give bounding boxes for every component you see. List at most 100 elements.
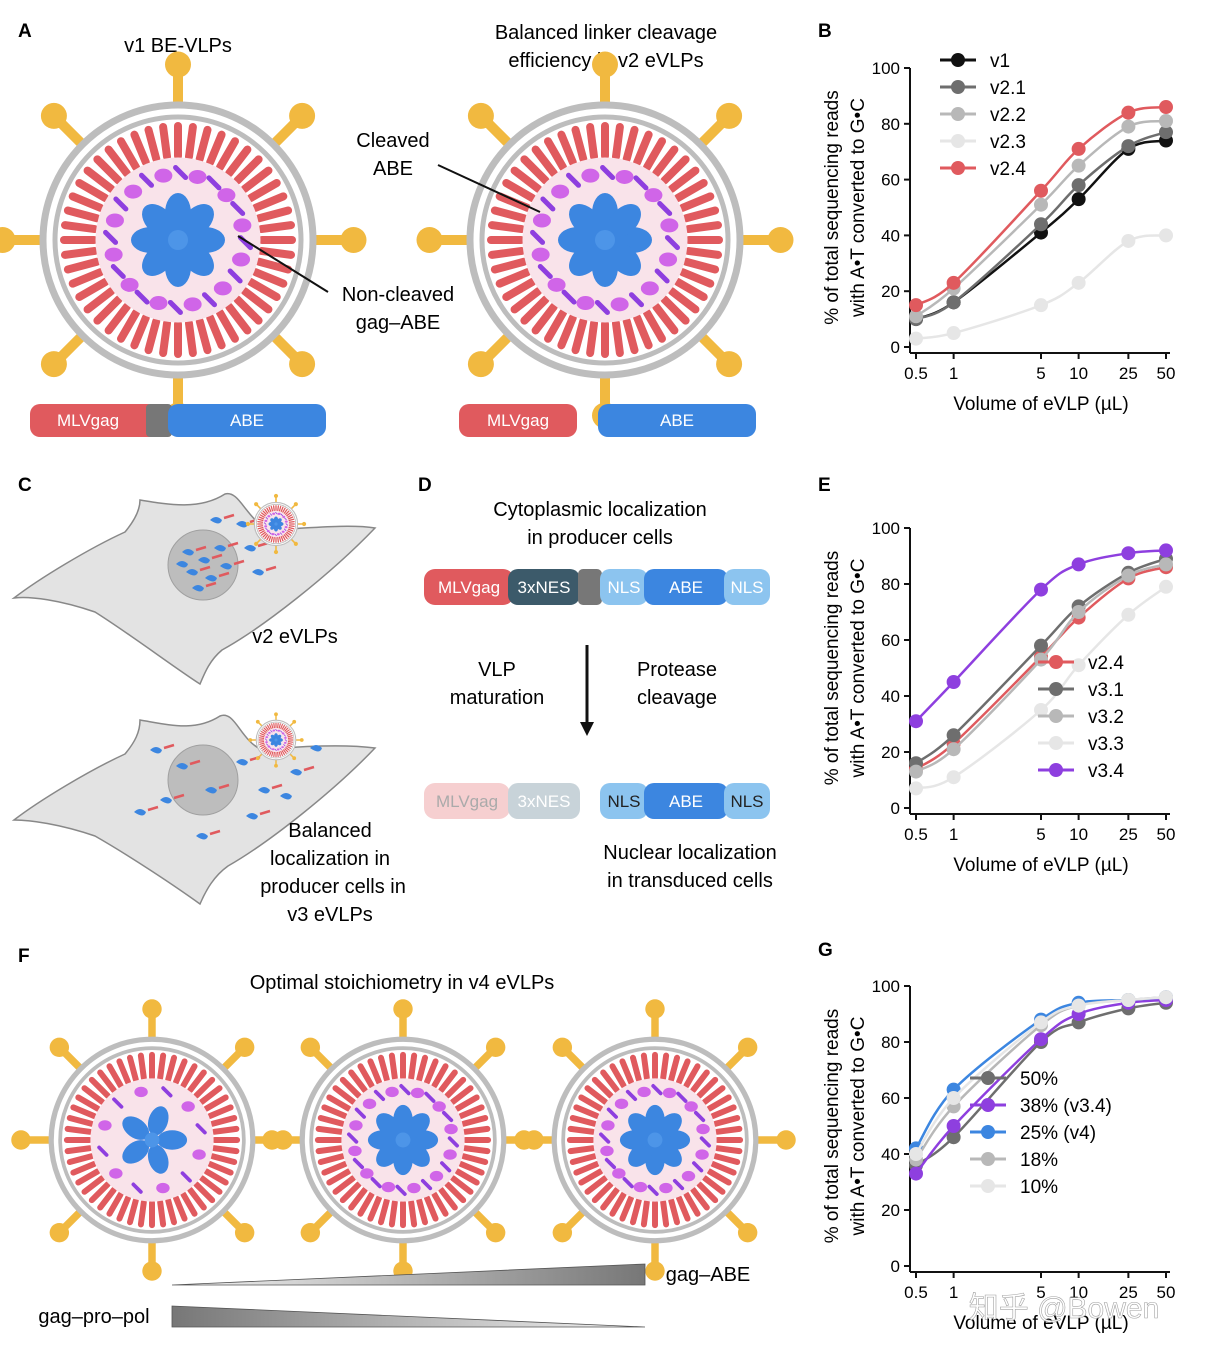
- data-point-v2.1: [946, 295, 961, 310]
- capsid-segment: [209, 1153, 238, 1166]
- capsid-segment: [277, 505, 280, 512]
- data-point-v3.3: [1034, 703, 1048, 717]
- protease-blob: [264, 519, 268, 522]
- protease-blob: [407, 1182, 421, 1194]
- capsid-segment: [712, 1114, 741, 1127]
- data-point-v3.2: [1159, 557, 1173, 572]
- capsid-segment: [696, 1076, 719, 1099]
- capsid-segment: [673, 278, 708, 301]
- purple-rod: [672, 1178, 685, 1191]
- y-axis-label-line1: % of total sequencing reads: [822, 1009, 843, 1244]
- capsid-segment: [216, 308, 239, 343]
- capsid-segment: [203, 1168, 229, 1186]
- abe-protein: [122, 1140, 150, 1164]
- purple-rod: [283, 528, 287, 531]
- capsid-segment: [339, 1181, 362, 1204]
- protease-blob: [233, 218, 252, 233]
- purple-rod: [622, 1177, 634, 1189]
- spike-head: [716, 102, 743, 129]
- capsid-segment: [277, 536, 280, 543]
- data-point-v2.4: [1121, 105, 1136, 120]
- spike-stem: [697, 332, 727, 362]
- data-point-v3.3: [1159, 579, 1173, 594]
- purple-rod: [279, 747, 282, 750]
- capsid-segment: [288, 520, 295, 523]
- spike-head: [716, 351, 743, 378]
- protease-blob: [660, 218, 679, 233]
- y-tick-label: 80: [881, 115, 900, 134]
- protease-blob: [272, 512, 276, 515]
- capsid-segment: [173, 1194, 188, 1222]
- bar-linker-v1: [146, 404, 172, 437]
- capsid-segment: [416, 1054, 429, 1083]
- capsid-segment: [684, 246, 723, 259]
- capsid-segment: [203, 1094, 229, 1112]
- capsid-segment: [271, 751, 274, 757]
- seg-nls2-top: [724, 569, 770, 605]
- capsid-segment: [265, 749, 270, 754]
- purple-rod: [283, 734, 286, 737]
- spike-head: [292, 719, 297, 724]
- capsid-segment: [104, 145, 131, 178]
- purple-rod: [206, 175, 222, 191]
- spike-head: [255, 756, 260, 761]
- capsid-segment: [286, 731, 292, 735]
- capsid-segment: [280, 723, 283, 730]
- capsid-segment: [520, 155, 550, 185]
- capsid-segment: [282, 749, 287, 754]
- chart-e: E 0 20 40 60 80 100 0.5 1 5 10 25 50 Volume of eVLP …: [818, 475, 1175, 876]
- capsid-segment: [706, 1094, 732, 1112]
- capsid-segment: [257, 525, 264, 528]
- label-protease: Protease: [637, 659, 717, 681]
- label-cleaved-line1: Cleaved: [356, 130, 429, 152]
- y-tick-label: 100: [872, 59, 900, 78]
- legend-label: 10%: [1020, 1177, 1058, 1198]
- legend-label: v2.3: [990, 132, 1026, 153]
- capsid-segment: [284, 532, 290, 538]
- capsid-segment: [264, 534, 269, 540]
- capsid-segment: [660, 295, 690, 325]
- abe-core: [168, 230, 188, 250]
- capsid-segment: [287, 528, 294, 532]
- label-maturation: maturation: [450, 687, 545, 709]
- seg-mlvgag-top: [424, 569, 514, 605]
- wedge-gag-pro-pol: [171, 1305, 646, 1328]
- protease-blob: [124, 184, 143, 199]
- seg-3xnes-bottom: [508, 783, 580, 819]
- capsid-segment: [280, 506, 284, 513]
- protease-blob: [381, 1181, 396, 1193]
- protease-blob: [349, 1120, 363, 1131]
- protease-blob: [268, 731, 271, 734]
- panel-a: A v1 BE-VLPs Balanced linker cleavage ef…: [0, 21, 794, 437]
- legend-marker: [981, 1098, 995, 1112]
- capsid-segment: [251, 268, 288, 288]
- capsid-segment: [591, 1181, 614, 1204]
- protease-blob: [271, 748, 275, 751]
- capsid-segment: [660, 1199, 670, 1228]
- y-tick-label: 60: [881, 1089, 900, 1108]
- capsid-segment: [184, 122, 197, 161]
- capsid-segment: [97, 1186, 117, 1211]
- capsid-segment: [714, 1145, 743, 1155]
- capsid-segment: [278, 536, 282, 543]
- legend-label: v2.1: [990, 78, 1026, 99]
- capsid-segment: [193, 1076, 216, 1099]
- x-tick-label: 1: [949, 364, 958, 383]
- x-tick-label: 1: [949, 825, 958, 844]
- spike-stem: [221, 1209, 243, 1231]
- capsid-segment: [510, 166, 543, 193]
- abe-protein: [607, 204, 641, 238]
- proteins-v3: [134, 743, 322, 840]
- capsid-segment: [75, 278, 110, 301]
- data-point-v3.4: [946, 675, 961, 689]
- legend-label: v2.4: [990, 159, 1026, 180]
- capsid-segment: [578, 1094, 604, 1112]
- capsid-segment: [75, 1168, 101, 1186]
- capsid-segment: [184, 319, 197, 358]
- spike-head: [254, 541, 259, 546]
- capsid-segment: [81, 1085, 106, 1105]
- capsid-segment: [495, 268, 532, 288]
- purple-rod: [373, 1089, 386, 1102]
- spike-head: [274, 712, 278, 717]
- x-tick-label: 0.5: [904, 825, 928, 844]
